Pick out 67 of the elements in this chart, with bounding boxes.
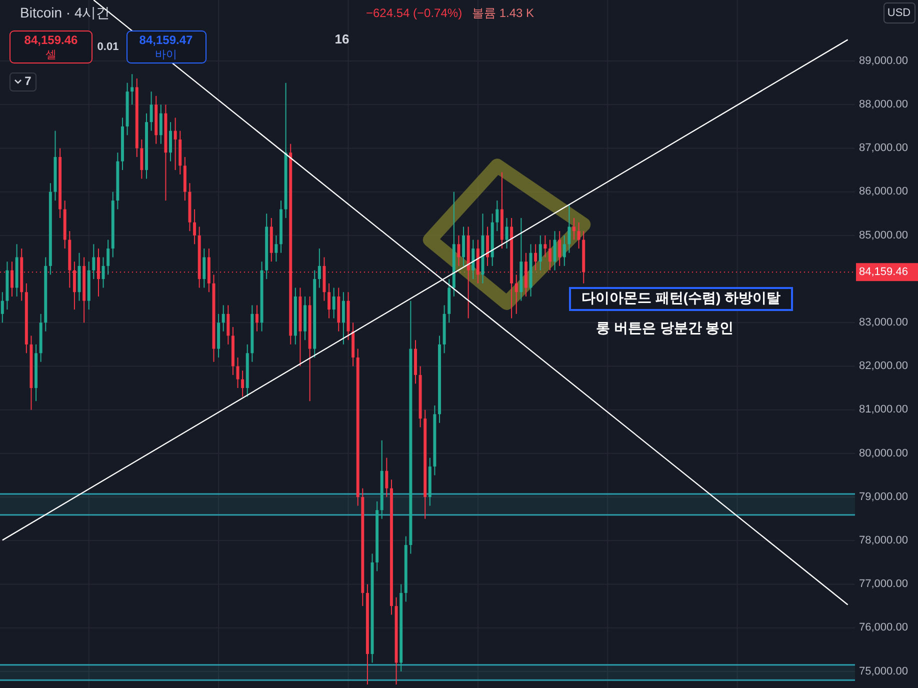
candlestick bbox=[514, 274, 518, 314]
candlestick bbox=[102, 256, 105, 288]
candlestick bbox=[92, 244, 96, 280]
annotation: 84,159.47 bbox=[139, 33, 194, 48]
y-tick-label: 78,000.00 bbox=[859, 534, 908, 547]
candlestick bbox=[0, 292, 4, 324]
annotation: 7 bbox=[24, 74, 32, 88]
candlestick bbox=[130, 74, 134, 106]
candlestick bbox=[457, 234, 460, 266]
candlestick bbox=[472, 239, 475, 280]
candlestick bbox=[318, 248, 321, 288]
candlestick bbox=[274, 234, 278, 262]
candlestick bbox=[562, 234, 566, 266]
candlestick bbox=[169, 122, 172, 162]
annotation: 셀 bbox=[46, 48, 56, 61]
y-tick-label: 79,000.00 bbox=[859, 490, 908, 503]
annotation: 롱 버튼은 당분간 봉인 bbox=[596, 320, 734, 336]
candlestick bbox=[544, 234, 547, 258]
annotation: 다이아몬드 패턴(수렴) 하방이탈 bbox=[581, 290, 781, 306]
candlestick bbox=[241, 370, 244, 398]
candlestick bbox=[385, 457, 388, 498]
candlestick bbox=[174, 117, 177, 171]
y-tick-label: 80,000.00 bbox=[859, 447, 908, 460]
y-tick-label: 82,000.00 bbox=[859, 360, 908, 372]
candlestick bbox=[222, 304, 225, 332]
annotation: 84,159.46 bbox=[24, 33, 78, 48]
candlestick bbox=[462, 226, 466, 266]
candlestick bbox=[577, 222, 580, 250]
candlestick bbox=[538, 234, 542, 271]
ref-line-label: 84,159.46 bbox=[859, 266, 908, 278]
candlestick bbox=[159, 104, 162, 144]
chart-title: Bitcoin · 4시간 bbox=[20, 4, 110, 21]
candlestick bbox=[106, 239, 110, 276]
y-tick-label: 76,000.00 bbox=[859, 622, 908, 634]
candlestick bbox=[236, 357, 240, 389]
candlestick bbox=[255, 304, 258, 332]
y-tick-label: 83,000.00 bbox=[859, 316, 908, 329]
annotation: 볼륨 1.43 K bbox=[472, 6, 534, 20]
text: USD bbox=[887, 6, 911, 19]
y-tick-label: 81,000.00 bbox=[859, 404, 908, 416]
candlestick bbox=[558, 230, 562, 266]
y-tick-label: 87,000.00 bbox=[859, 142, 908, 154]
candlestick bbox=[202, 248, 206, 288]
candlestick bbox=[553, 230, 556, 271]
annotation: 바이 bbox=[155, 48, 177, 61]
candlestick bbox=[548, 239, 552, 271]
candlestick bbox=[486, 226, 490, 266]
candlestick bbox=[342, 292, 345, 345]
candlestick bbox=[226, 304, 230, 345]
y-tick-label: 86,000.00 bbox=[859, 186, 908, 198]
candlestick bbox=[328, 282, 331, 319]
candlestick bbox=[496, 200, 499, 232]
y-tick-label: 77,000.00 bbox=[859, 578, 908, 590]
y-tick-label: 88,000.00 bbox=[859, 98, 908, 111]
y-tick-label: 75,000.00 bbox=[859, 665, 908, 678]
y-tick-label: 85,000.00 bbox=[859, 229, 908, 242]
candlestick bbox=[150, 91, 153, 132]
candlestick bbox=[140, 139, 144, 180]
y-tick-label: 89,000.00 bbox=[859, 54, 908, 67]
annotation: 16 bbox=[334, 31, 350, 46]
candlestick bbox=[572, 217, 576, 240]
candlestick bbox=[332, 287, 336, 319]
candlestick bbox=[193, 208, 196, 245]
candlestick bbox=[534, 244, 538, 271]
annotation: 0.01 bbox=[97, 40, 119, 53]
candlestick bbox=[568, 204, 571, 254]
annotation: −624.54 (−0.74%) bbox=[366, 6, 462, 20]
